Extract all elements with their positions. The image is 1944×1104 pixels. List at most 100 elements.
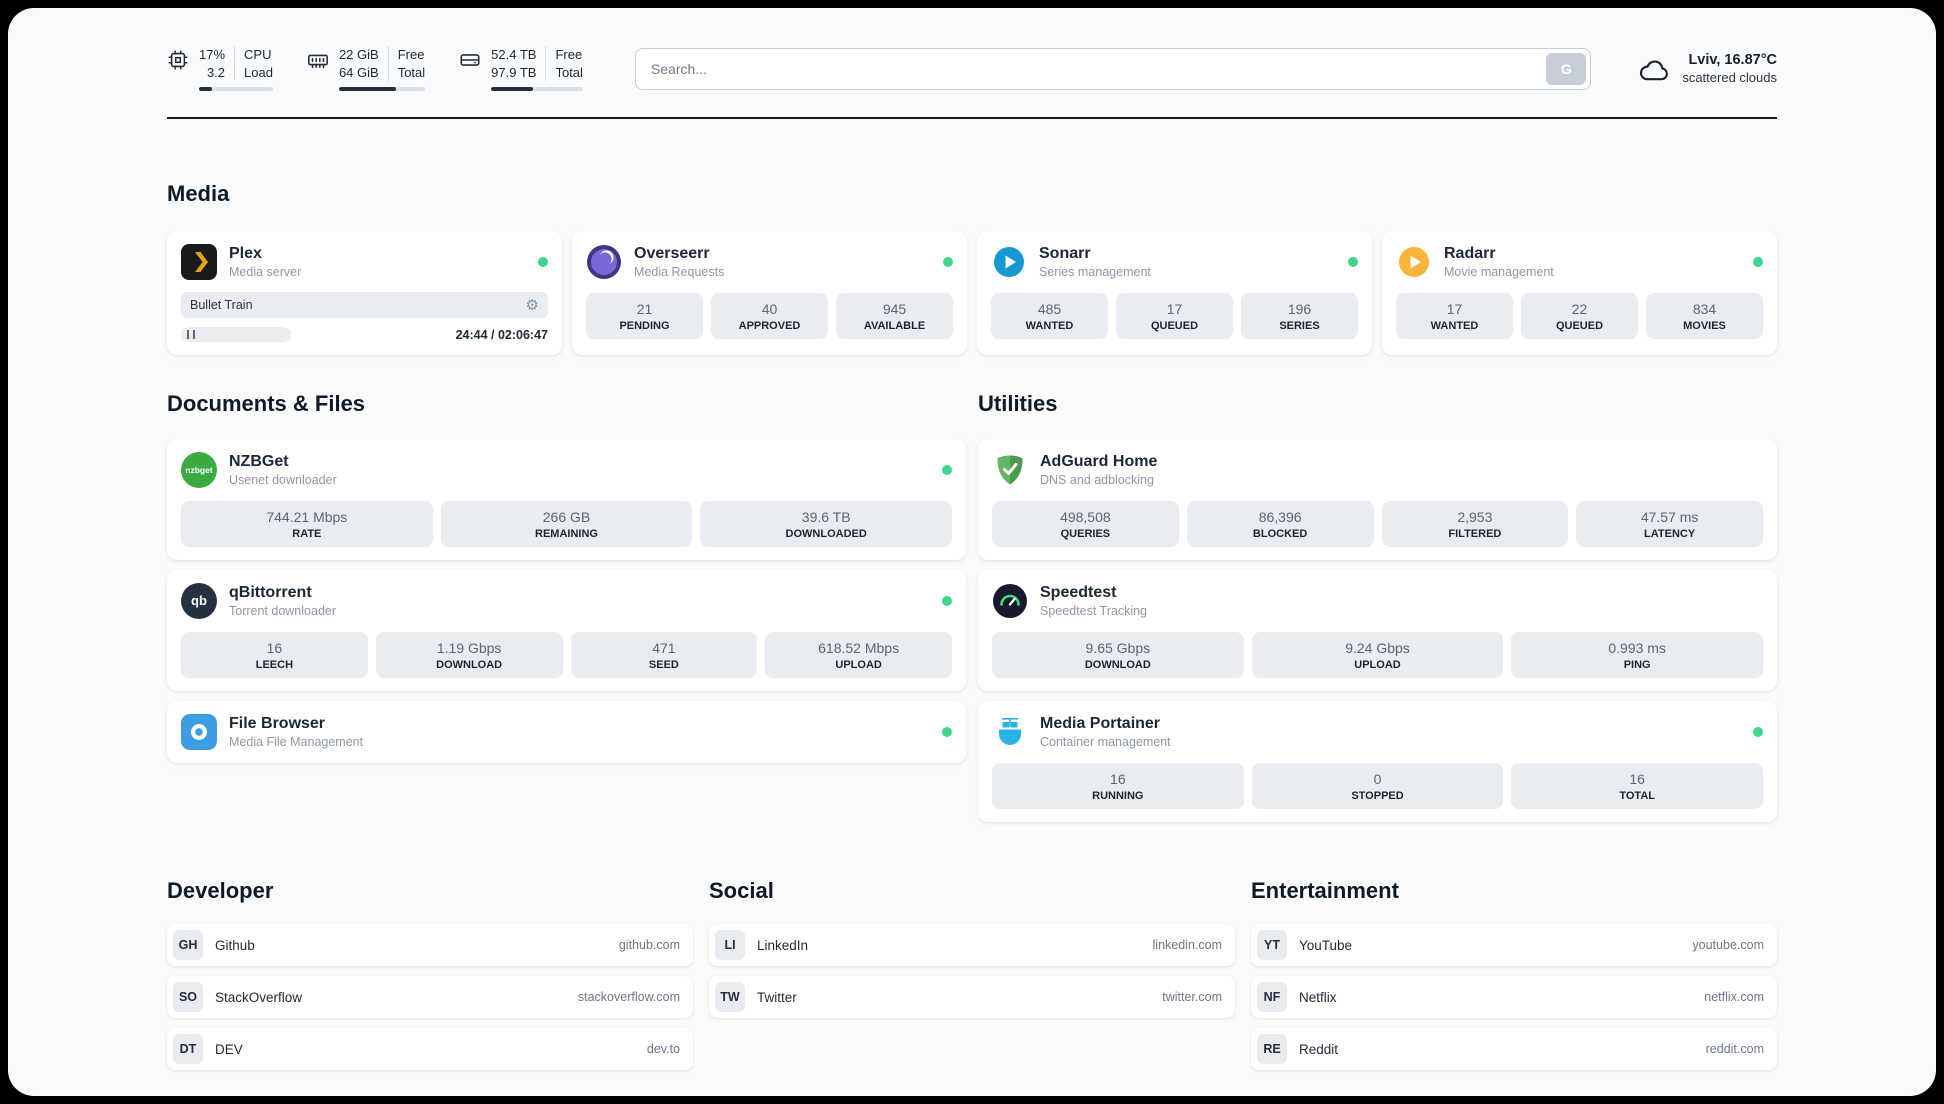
stat-tile: 17 WANTED [1396,293,1513,339]
stat-label: MOVIES [1683,320,1726,332]
bookmark-name: Github [215,937,255,953]
stat-label: FILTERED [1448,528,1502,540]
bookmark-linkedin[interactable]: LI LinkedIn linkedin.com [709,924,1235,966]
nzbget-icon: nzbget [181,452,217,488]
stats-row: 485 WANTED 17 QUEUED 196 SERIES [991,293,1358,339]
bookmark-name: StackOverflow [215,989,303,1005]
bookmark-domain: stackoverflow.com [577,990,680,1004]
linkedin-icon: LI [715,930,745,960]
media-section-title: Media [167,181,230,206]
playback-progress-bar[interactable] [181,327,292,342]
stat-value: 39.6 TB [801,509,851,525]
stats-row: 16 LEECH 1.19 Gbps DOWNLOAD 471 SEED 6 [181,632,952,678]
cpu-widget: 17% 3.2 CPU Load [167,46,273,91]
disk-widget: 52.4 TB 97.9 TB Free Total [459,46,583,91]
stat-value: 17 [1446,301,1463,317]
app-title-block: File Browser Media File Management [229,715,363,749]
pause-icon [187,330,195,339]
app-name: Overseerr [634,245,710,262]
bookmark-domain: github.com [618,938,680,952]
bookmark-stackoverflow[interactable]: SO StackOverflow stackoverflow.com [167,976,693,1018]
ram-icon [307,49,329,71]
stat-label: WANTED [1430,320,1479,332]
bookmark-dev[interactable]: DT DEV dev.to [167,1028,693,1070]
radarr-card[interactable]: Radarr Movie management 17 WANTED 22 QUE… [1382,231,1777,355]
status-dot [538,257,548,267]
overseerr-card[interactable]: Overseerr Media Requests 21 PENDING 40 A… [572,231,967,355]
app-title-block: Speedtest Speedtest Tracking [1040,584,1147,618]
dev-icon: DT [173,1034,203,1064]
bookmark-domain: linkedin.com [1152,938,1222,952]
stackoverflow-icon: SO [173,982,203,1012]
status-dot [942,465,952,475]
bookmark-netflix[interactable]: NF Netflix netflix.com [1251,976,1777,1018]
plex-card[interactable]: Plex Media server Bullet Train ⚙ 24:44 [167,231,562,355]
app-title-block: Media Portainer Container management [1040,715,1171,749]
stat-tile: 618.52 Mbps UPLOAD [765,632,952,678]
social-section-title: Social [709,878,774,903]
stat-tile: 40 APPROVED [711,293,828,339]
memory-widget: 22 GiB 64 GiB Free Total [307,46,426,91]
bookmark-github[interactable]: GH Github github.com [167,924,693,966]
portainer-card[interactable]: Media Portainer Container management 16 … [978,701,1777,822]
speedtest-card[interactable]: Speedtest Speedtest Tracking 9.65 Gbps D… [978,570,1777,691]
bookmark-reddit[interactable]: RE Reddit reddit.com [1251,1028,1777,1070]
disk-progress-fill [491,87,534,91]
stat-value: 266 GB [542,509,591,525]
netflix-icon: NF [1257,982,1287,1012]
app-name: Media Portainer [1040,715,1161,732]
disk-widget-body: 52.4 TB 97.9 TB Free Total [491,46,583,91]
hdd-icon [459,49,481,71]
weather-location: Lviv, 16.87°C [1688,52,1777,68]
stat-label: QUEUED [1555,320,1604,332]
nzbget-card[interactable]: nzbget NZBGet Usenet downloader 744.21 M… [167,439,966,560]
bookmark-twitter[interactable]: TW Twitter twitter.com [709,976,1235,1018]
weather-widget[interactable]: Lviv, 16.87°C scattered clouds [1637,50,1777,87]
status-dot [943,257,953,267]
sonarr-icon [991,244,1027,280]
stat-label: PING [1623,659,1651,671]
radarr-icon [1396,244,1432,280]
bookmark-name: DEV [215,1041,243,1057]
stat-label: AVAILABLE [863,320,926,332]
stat-tile: 2,953 FILTERED [1381,501,1569,547]
filebrowser-card[interactable]: File Browser Media File Management [167,701,966,763]
bookmark-name: YouTube [1299,937,1353,953]
app-name: NZBGet [229,453,289,470]
plex-icon [181,244,217,280]
adguard-card[interactable]: AdGuard Home DNS and adblocking 498,508 … [978,439,1777,560]
memory-free-label: Free [397,47,425,62]
search-input[interactable] [634,47,1592,90]
overseerr-icon [586,244,622,280]
memory-total-label: Total [397,64,426,80]
search-box: G [634,47,1592,90]
stat-tile: 471 SEED [570,632,758,678]
stat-value: 0 [1373,771,1382,787]
bookmark-domain: twitter.com [1162,990,1222,1004]
stat-value: 618.52 Mbps [818,640,900,656]
qbittorrent-card[interactable]: qb qBittorrent Torrent downloader 16 LEE… [167,570,966,691]
stats-row: 16 RUNNING 0 STOPPED 16 TOTAL [992,763,1764,809]
github-icon: GH [173,930,203,960]
app-subtitle: Series management [1039,265,1151,279]
now-playing-bar: Bullet Train ⚙ [181,292,548,318]
stat-value: 485 [1037,301,1062,317]
stat-label: STOPPED [1351,790,1404,802]
stat-value: 9.24 Gbps [1345,640,1410,656]
media-cards-grid: Plex Media server Bullet Train ⚙ 24:44 [167,231,1777,355]
stat-tile: 86,396 BLOCKED [1186,501,1374,547]
stat-value: 22 [1571,301,1588,317]
sonarr-card[interactable]: Sonarr Series management 485 WANTED 17 Q… [977,231,1372,355]
search-engine-button[interactable]: G [1546,52,1587,85]
status-dot [942,596,952,606]
stat-value: 9.65 Gbps [1085,640,1151,656]
app-name: Sonarr [1039,245,1091,262]
gear-icon[interactable]: ⚙ [525,296,539,314]
bookmark-youtube[interactable]: YT YouTube youtube.com [1251,924,1777,966]
stat-label: SEED [648,659,679,671]
stat-label: SERIES [1279,320,1320,332]
stat-tile: 498,508 QUERIES [992,501,1179,547]
cpu-widget-body: 17% 3.2 CPU Load [199,46,273,91]
app-subtitle: Usenet downloader [229,473,337,487]
status-dot [1753,257,1763,267]
